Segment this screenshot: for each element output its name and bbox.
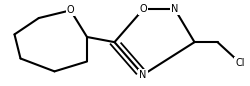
Text: O: O <box>139 4 147 14</box>
Text: N: N <box>171 4 179 14</box>
Text: O: O <box>67 5 74 15</box>
Text: Cl: Cl <box>235 58 245 68</box>
Text: N: N <box>139 70 147 80</box>
